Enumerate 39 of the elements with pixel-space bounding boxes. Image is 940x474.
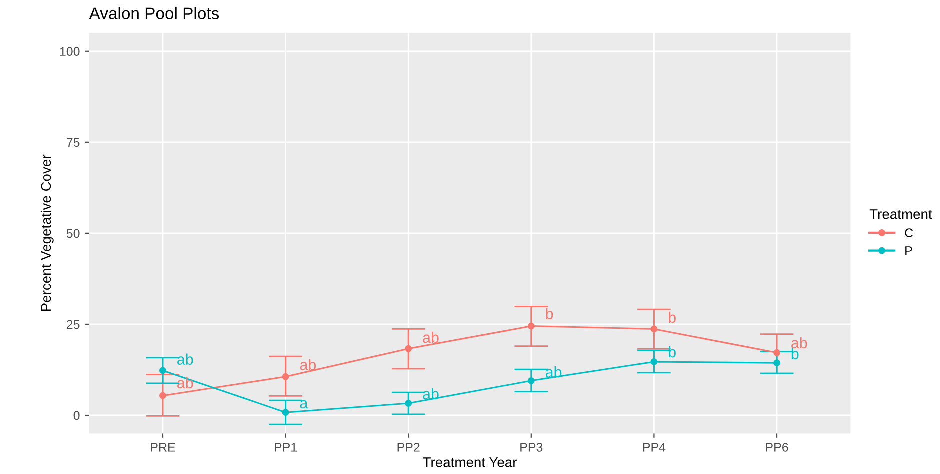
y-axis-title: Percent Vegetative Cover [40,154,54,312]
annotation: ab [423,332,439,344]
point [774,360,780,367]
point [528,322,535,330]
y-tick-label: 25 [67,320,80,330]
legend-label: C [905,228,914,238]
x-tick-label: PP1 [275,443,297,452]
point [650,358,658,366]
point [282,373,290,380]
y-tick-label: 100 [60,47,80,56]
point [405,400,412,407]
annotation: b [669,312,676,324]
x-axis-title: Treatment Year [423,458,518,468]
x-tick-label: PRE [151,443,176,452]
x-tick-label: PP2 [398,443,420,452]
y-tick-label: 75 [67,138,80,148]
point [528,377,535,384]
point [160,367,166,374]
point [405,345,412,352]
x-tick-label: PP6 [766,443,788,452]
x-tick-label: PP4 [643,443,666,452]
annotation: b [792,348,799,360]
chart-title: Avalon Pool Plots [89,7,220,20]
x-tick-label: PP3 [520,443,543,452]
point [650,326,658,333]
annotation: ab [178,354,194,365]
annotation: ab [300,359,316,370]
y-tick-label: 0 [74,411,80,420]
annotation: b [546,308,554,320]
legend-label: P [906,246,912,256]
point [774,349,780,356]
annotation: ab [178,377,194,389]
y-tick-label: 50 [66,229,80,238]
point [282,409,290,416]
annotation: ab [792,337,808,349]
point [160,392,166,400]
legend-title: Treatment [870,210,932,220]
annotation: a [300,400,308,409]
annotation: b [669,346,676,358]
